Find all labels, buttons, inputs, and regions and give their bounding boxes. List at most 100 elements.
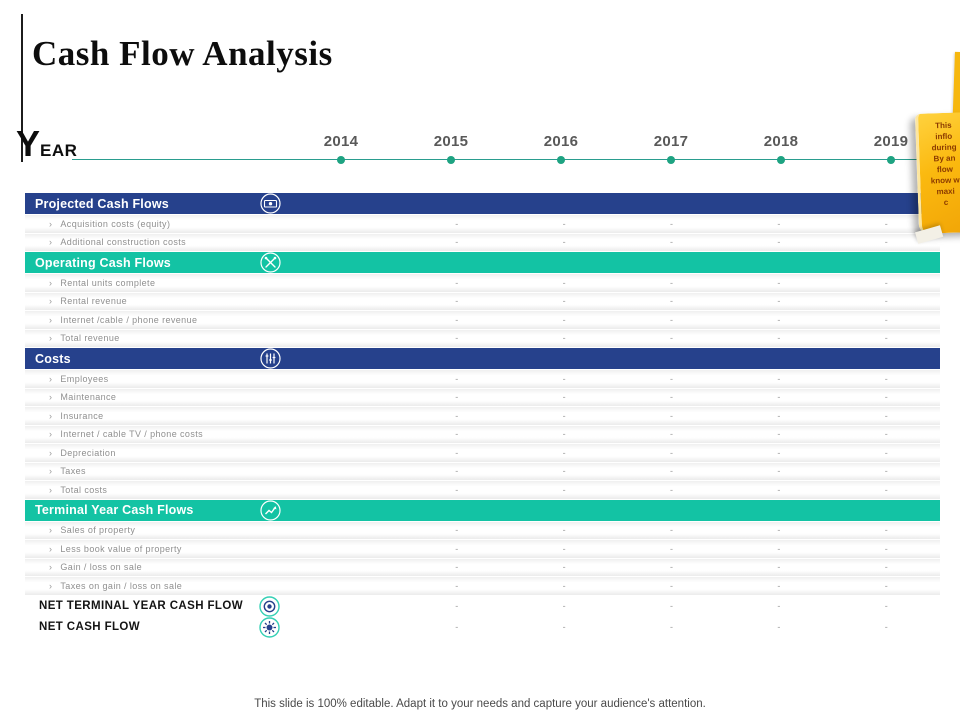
section-header-terminal-year-cash-flows: Terminal Year Cash Flows [25,499,940,521]
cell-dash: - [777,333,781,344]
table-row-taxes: › Taxes - - - - - [25,462,940,481]
chevron-bullet-icon: › [49,562,53,573]
chevron-bullet-icon: › [49,314,53,325]
cell-dash: - [669,525,673,536]
sticky-note: This inflo during By an flow know w maxi… [914,112,960,234]
cell-dash: - [777,237,781,248]
chevron-bullet-icon: › [49,525,53,536]
cell-dash: - [669,447,673,458]
cell-dash: - [562,562,566,573]
cell-dash: - [669,296,673,307]
year-tick-2014: 2014 [323,133,359,150]
cell-dash: - [669,484,673,495]
row-label: › Sales of property [49,525,136,536]
cell-dash: - [455,580,459,591]
cell-dash: - [669,622,673,632]
section-header-projected-cash-flows: Projected Cash Flows [25,193,940,214]
net-terminal-year-cash-flow-label: NET TERMINAL YEAR CASH FLOW [39,600,243,612]
cell-dash: - [884,622,888,632]
cell-dash: - [669,410,673,421]
cell-dash: - [562,543,566,554]
cell-dash: - [884,392,888,403]
row-label: › Depreciation [49,447,116,458]
cell-dash: - [777,622,781,632]
table-row-maintenance: › Maintenance - - - - - [25,388,940,407]
cell-dash: - [455,333,459,344]
chevron-bullet-icon: › [49,429,53,440]
cell-dash: - [455,466,459,477]
cell-dash: - [884,296,888,307]
footer-note: This slide is 100% editable. Adapt it to… [254,698,706,710]
cell-dash: - [669,543,673,554]
cell-dash: - [884,218,888,229]
cell-dash: - [455,277,459,288]
year-tick-2018: 2018 [763,133,799,150]
cell-dash: - [777,218,781,229]
sticky-note-line: maxi [936,186,955,197]
row-label: › Total costs [49,484,108,495]
sticky-note-line: c [943,197,949,208]
timeline-dot [557,156,565,164]
cell-dash: - [777,447,781,458]
cell-dash: - [884,447,888,458]
table-row-acquisition-costs-equity: › Acquisition costs (equity) - - - - - [25,215,940,234]
cell-dash: - [562,392,566,403]
trend-chart-icon [260,499,281,521]
row-label: › Rental units complete [49,277,156,288]
section-title: Operating Cash Flows [35,255,171,270]
cell-dash: - [777,314,781,325]
cell-dash: - [562,314,566,325]
year-axis-label-initial: Y [16,123,41,164]
chevron-bullet-icon: › [49,484,53,495]
cell-dash: - [562,601,566,611]
cell-dash: - [669,218,673,229]
year-tick-2019: 2019 [873,133,909,150]
sticky-note-line: By an [933,153,956,164]
row-label: › Internet / cable TV / phone costs [49,429,204,440]
cell-dash: - [884,333,888,344]
row-label: › Insurance [49,410,104,421]
section-title: Terminal Year Cash Flows [35,503,194,517]
row-label: › Taxes on gain / loss on sale [49,580,183,591]
table-row-internet-cable-tv-phone-costs: › Internet / cable TV / phone costs - - - - - [25,425,940,444]
cell-dash: - [669,562,673,573]
sticky-note-text: This inflo during By an flow know w maxi… [918,112,960,209]
cell-dash: - [884,580,888,591]
cell-dash: - [562,237,566,248]
chevron-bullet-icon: › [49,296,53,307]
cell-dash: - [455,447,459,458]
cell-dash: - [777,296,781,307]
table-row-total-costs: › Total costs - - - - - [25,481,940,500]
cell-dash: - [455,392,459,403]
cell-dash: - [884,484,888,495]
cell-dash: - [562,622,566,632]
target-icon [259,595,280,617]
cell-dash: - [455,525,459,536]
table-row-depreciation: › Depreciation - - - - - [25,444,940,463]
cell-dash: - [669,373,673,384]
cashflow-table: Projected Cash Flows › Acquisition costs (… [25,193,940,638]
cell-dash: - [455,218,459,229]
cell-dash: - [777,392,781,403]
table-row-employees: › Employees - - - - - [25,370,940,389]
cell-dash: - [562,410,566,421]
cell-dash: - [884,373,888,384]
page-title: Cash Flow Analysis [32,34,333,73]
chevron-bullet-icon: › [49,373,53,384]
chevron-bullet-icon: › [49,543,53,554]
chevron-bullet-icon: › [49,237,53,248]
cell-dash: - [777,466,781,477]
cell-dash: - [884,601,888,611]
table-row-insurance: › Insurance - - - - - [25,407,940,426]
cell-dash: - [884,277,888,288]
cell-dash: - [777,543,781,554]
cell-dash: - [669,314,673,325]
cell-dash: - [562,277,566,288]
sliders-icon [260,348,281,369]
chevron-bullet-icon: › [49,277,53,288]
row-label: › Rental revenue [49,296,128,307]
cell-dash: - [669,392,673,403]
chevron-bullet-icon: › [49,333,53,344]
year-tick-2016: 2016 [543,133,579,150]
cell-dash: - [455,429,459,440]
